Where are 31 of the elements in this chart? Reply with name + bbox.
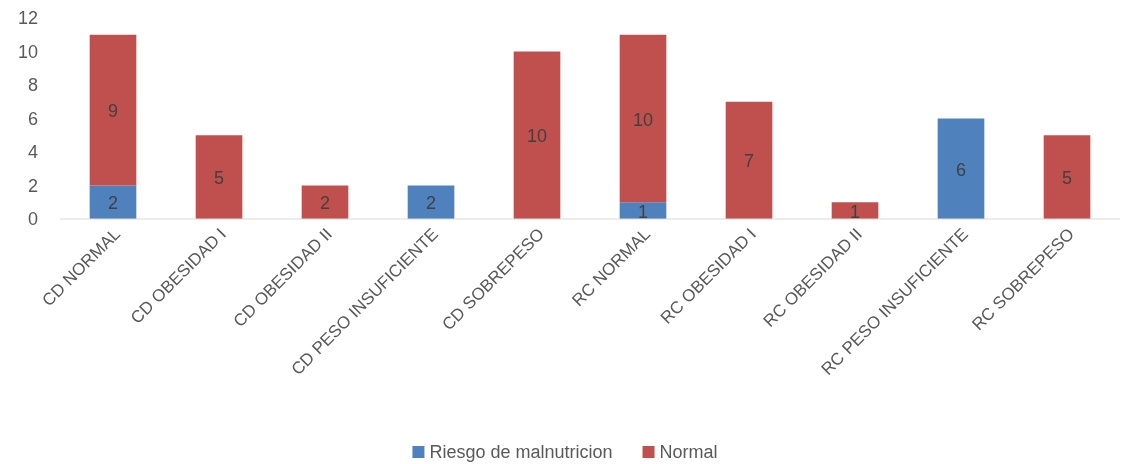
bar	[301, 185, 349, 219]
y-tick-label: 6	[27, 108, 38, 129]
data-label: 7	[743, 151, 755, 172]
data-label: 2	[425, 193, 437, 214]
legend-label: Riesgo de malnutricion	[429, 442, 613, 462]
y-tick-label: 2	[27, 175, 38, 196]
data-label: 1	[637, 201, 649, 222]
y-tick-label: 4	[27, 142, 38, 163]
data-label: 5	[213, 168, 225, 189]
data-label: 1	[849, 201, 861, 222]
bar	[725, 101, 773, 219]
bar	[89, 185, 137, 219]
data-label: 9	[107, 101, 119, 122]
bar	[407, 185, 455, 219]
data-label: 10	[632, 109, 654, 130]
data-label: 2	[319, 193, 331, 214]
y-tick-label: 10	[17, 41, 38, 62]
bar	[937, 118, 985, 219]
data-label: 5	[1061, 168, 1073, 189]
bar	[195, 135, 243, 219]
data-label: 2	[107, 193, 119, 214]
bar	[89, 34, 137, 186]
y-tick-label: 12	[17, 8, 38, 29]
data-label: 10	[526, 126, 548, 147]
data-label: 6	[955, 159, 967, 180]
y-tick-label: 8	[27, 75, 38, 96]
bar	[619, 34, 667, 203]
bar	[1043, 135, 1091, 219]
legend-label: Normal	[659, 442, 718, 462]
y-tick-label: 0	[27, 209, 38, 230]
bar	[513, 51, 561, 219]
